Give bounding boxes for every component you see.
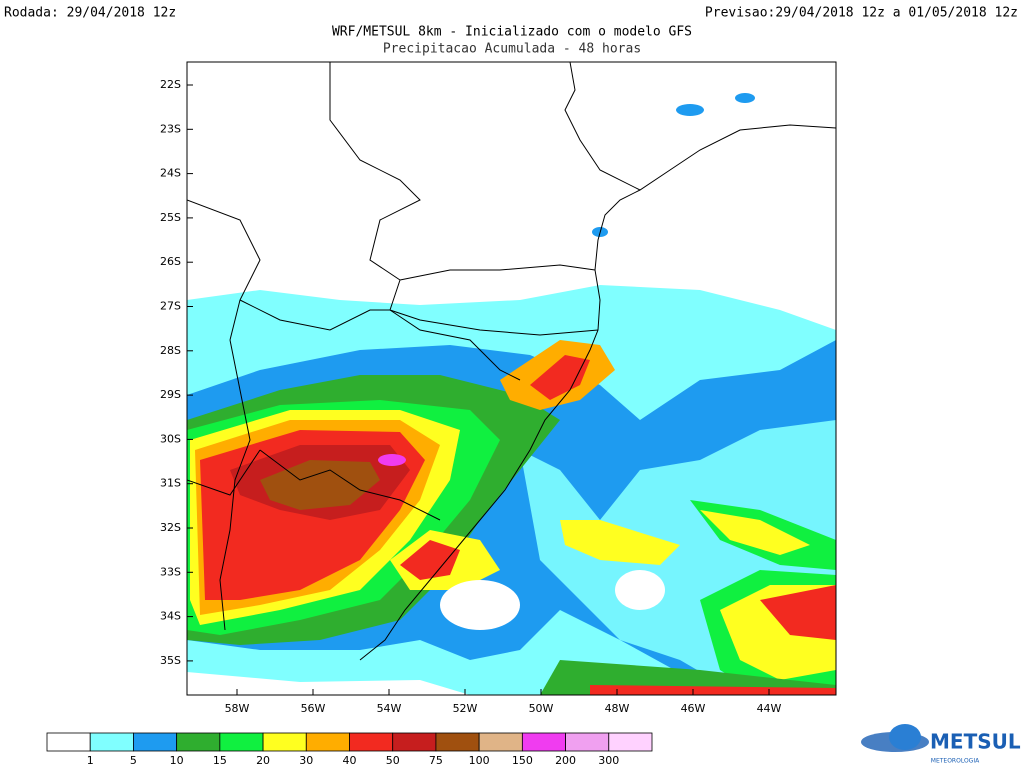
- lat-label: 24S: [160, 167, 181, 180]
- colorbar-label: 200: [555, 754, 576, 767]
- colorbar-label: 40: [343, 754, 357, 767]
- colorbar-label: 5: [130, 754, 137, 767]
- subtitle: Precipitacao Acumulada - 48 horas: [383, 42, 641, 57]
- lat-label: 31S: [160, 477, 181, 490]
- lat-label: 23S: [160, 122, 181, 135]
- logo-name: METSUL: [930, 730, 1021, 754]
- colorbar-label: 10: [170, 754, 184, 767]
- colorbar-swatch: [392, 732, 437, 752]
- lat-label: 29S: [160, 388, 181, 401]
- colorbar-label: 75: [429, 754, 443, 767]
- lon-label: 48W: [605, 702, 630, 715]
- colorbar-swatch: [262, 732, 307, 752]
- lat-label: 22S: [160, 78, 181, 91]
- colorbar-label: 1: [87, 754, 94, 767]
- lon-label: 56W: [301, 702, 326, 715]
- colorbar-label: 15: [213, 754, 227, 767]
- lat-label: 35S: [160, 654, 181, 667]
- colorbar-swatch: [478, 732, 523, 752]
- logo: METSUL METEOROLOGIA: [861, 724, 1021, 765]
- lon-label: 54W: [377, 702, 402, 715]
- colorbar-swatch: [305, 732, 350, 752]
- colorbar-swatch: [521, 732, 566, 752]
- colorbar-swatch: [608, 732, 653, 752]
- lat-label: 28S: [160, 344, 181, 357]
- colorbar-label: 100: [469, 754, 490, 767]
- lat-label: 33S: [160, 565, 181, 578]
- colorbar-label: 30: [299, 754, 313, 767]
- colorbar-swatch: [46, 732, 91, 752]
- forecast-label: Previsao:29/04/2018 12z a 01/05/2018 12z: [705, 6, 1018, 21]
- run-label: Rodada: 29/04/2018 12z: [4, 6, 176, 21]
- lat-label: 25S: [160, 211, 181, 224]
- lon-label: 52W: [453, 702, 478, 715]
- map-frame: [186, 61, 837, 696]
- colorbar-swatch: [565, 732, 610, 752]
- colorbar-swatch: [435, 732, 480, 752]
- lat-label: 26S: [160, 255, 181, 268]
- lat-label: 27S: [160, 300, 181, 313]
- lon-label: 44W: [757, 702, 782, 715]
- colorbar-label: 300: [598, 754, 619, 767]
- precip-field: [187, 62, 836, 695]
- lon-label: 58W: [225, 702, 250, 715]
- borders: [187, 62, 836, 661]
- lat-label: 34S: [160, 610, 181, 623]
- lon-label: 50W: [529, 702, 554, 715]
- colorbar-swatch: [349, 732, 394, 752]
- colorbar-label: 150: [512, 754, 533, 767]
- colorbar-label: 20: [256, 754, 270, 767]
- colorbar-swatch: [133, 732, 178, 752]
- colorbar-swatch: [219, 732, 264, 752]
- colorbar-swatch: [89, 732, 134, 752]
- title: WRF/METSUL 8km - Inicializado com o mode…: [332, 25, 692, 40]
- colorbar-label: 50: [386, 754, 400, 767]
- lat-label: 30S: [160, 432, 181, 445]
- logo-tagline: METEOROLOGIA: [931, 758, 980, 765]
- colorbar-swatch: [176, 732, 221, 752]
- lat-label: 32S: [160, 521, 181, 534]
- lon-label: 46W: [681, 702, 706, 715]
